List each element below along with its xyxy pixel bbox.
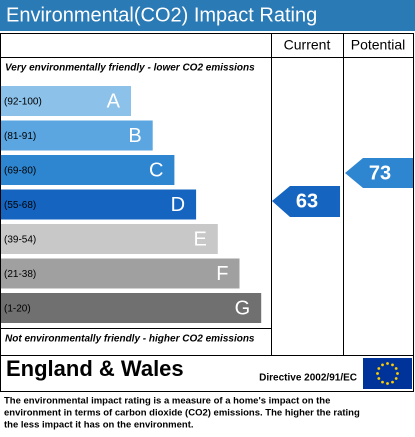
band-range: (39-54) [4, 235, 36, 246]
description-line: environment in terms of carbon dioxide (… [4, 408, 360, 419]
eu-star [386, 382, 389, 385]
current-arrow [272, 186, 340, 217]
band-letter: F [216, 263, 228, 285]
band-bar [1, 120, 153, 151]
table-frame [0, 33, 414, 392]
band-range: (69-80) [4, 166, 36, 177]
band-range: (92-100) [4, 97, 42, 108]
band-range: (21-38) [4, 269, 36, 280]
band-bar [1, 189, 197, 220]
eu-star [381, 363, 384, 367]
top-note: Very environmentally friendly - lower CO… [5, 63, 255, 74]
band-bar [1, 258, 240, 289]
potential-arrow [345, 158, 413, 188]
eu-star [394, 377, 398, 380]
band-bar [1, 155, 175, 185]
bands: (92-100) A (81-91) B (69-80) C (55-68) D (39-54)… [1, 86, 262, 323]
band-bar [1, 224, 218, 254]
band-bar [1, 86, 131, 116]
eu-star [381, 380, 384, 384]
directive: Directive 2002/91/EC [259, 373, 357, 384]
eu-star [394, 367, 398, 370]
band-bar [1, 293, 262, 323]
eu-star [376, 372, 379, 375]
band-letter: D [171, 194, 185, 216]
band-letter: E [193, 228, 206, 250]
description-line: The environmental impact rating is a mea… [4, 396, 330, 407]
description-line: the less impact it has on the environmen… [4, 420, 194, 431]
eu-star [391, 363, 394, 367]
band-range: (81-91) [4, 131, 36, 142]
column-header: Potential [351, 37, 405, 53]
eu-star [377, 377, 381, 380]
eu-star [391, 380, 394, 384]
potential-rating: 73 [369, 162, 391, 184]
eu-star [386, 362, 389, 365]
title: Environmental(CO2) Impact Rating [6, 4, 317, 26]
band-letter: C [149, 159, 163, 181]
eu-star [396, 372, 399, 375]
eu-star [377, 367, 381, 370]
band-letter: A [107, 90, 121, 112]
band-letter: B [128, 125, 141, 147]
title-bar [0, 0, 415, 31]
band-range: (1-20) [4, 304, 31, 315]
band-range: (55-68) [4, 200, 36, 211]
column-header: Current [284, 37, 331, 53]
bottom-note: Not environmentally friendly - higher CO… [5, 334, 255, 345]
current-rating: 63 [296, 190, 318, 212]
region: England & Wales [6, 356, 184, 381]
eu-flag [363, 358, 412, 389]
band-letter: G [235, 297, 251, 319]
